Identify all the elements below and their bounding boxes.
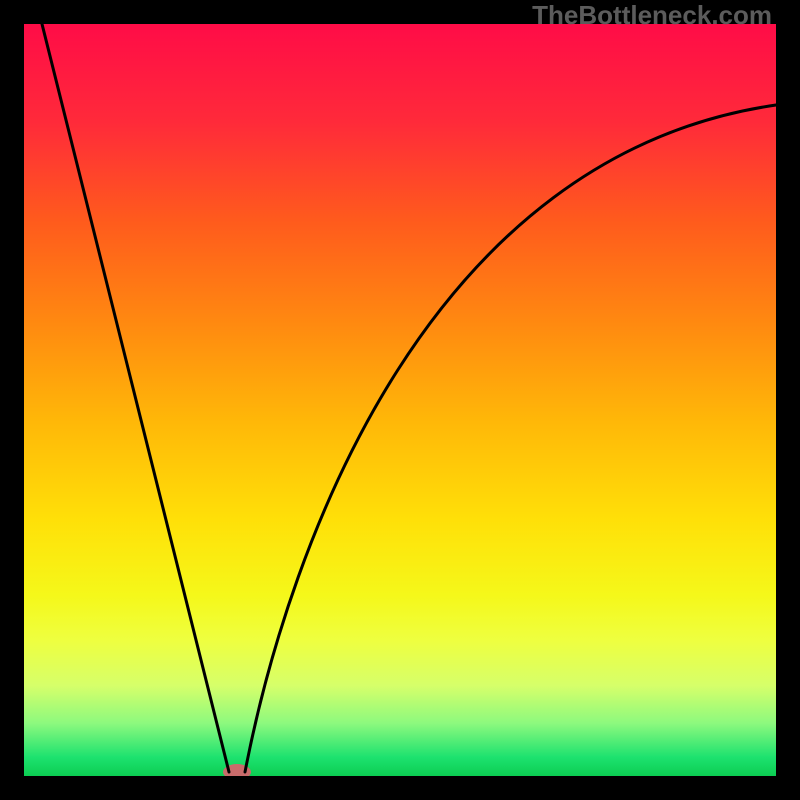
plot-svg — [0, 0, 800, 800]
watermark-text: TheBottleneck.com — [532, 0, 772, 31]
chart-frame: TheBottleneck.com — [0, 0, 800, 800]
border-left — [0, 0, 24, 800]
border-right — [776, 0, 800, 800]
border-bottom — [0, 776, 800, 800]
